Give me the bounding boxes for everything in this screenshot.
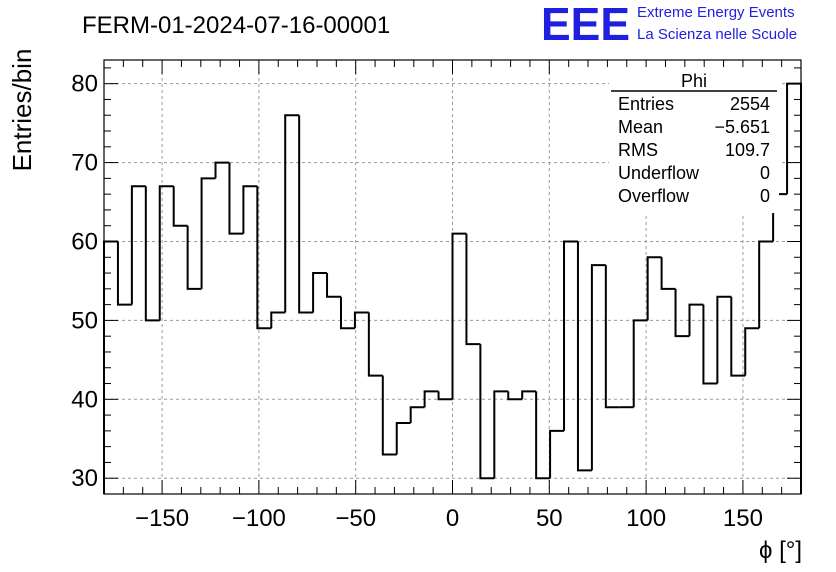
histogram-bin [312,272,328,313]
stats-value: 0 [760,163,770,183]
stats-value: −5.651 [714,117,770,137]
histogram-bin [563,240,578,431]
histogram-bin [381,375,397,456]
histogram-bin [103,240,118,494]
histogram-bin [409,406,425,423]
histogram-bin [604,265,620,409]
y-tick-label: 60 [71,228,98,255]
histogram-bin [339,296,355,330]
histogram-bin [284,114,300,313]
stats-label: Mean [618,117,663,137]
histogram-bin [298,115,314,314]
x-tick-label: −50 [335,505,376,532]
histogram-bin [256,186,272,330]
y-tick-label: 80 [71,71,98,98]
stats-label: Underflow [618,163,700,183]
histogram-bin [479,344,495,480]
y-tick-label: 70 [71,150,98,177]
histogram-bin [228,162,244,235]
eee-logo-icon: EEE [541,0,630,50]
histogram-bin [144,186,160,322]
y-tick-label: 50 [71,307,98,334]
x-tick-label: −100 [232,505,286,532]
histogram-bin [549,429,565,479]
x-tick-label: 50 [536,505,563,532]
histogram-bin [688,303,704,337]
histogram-bin [730,296,746,377]
axis-ticks [104,60,801,495]
stats-box: Phi Entries 2554 Mean −5.651 RMS 109.7 U… [609,67,779,213]
histogram-bin [576,241,592,472]
stats-value: 2554 [730,94,770,114]
histogram-bin [395,421,411,455]
histogram-bin [451,232,467,400]
histogram-bin [214,161,230,179]
x-tick-label: 150 [723,505,763,532]
histogram-bin [200,177,216,289]
histogram-bin [172,186,188,227]
logo-line-2: La Scienza nelle Scuole [637,26,797,43]
histogram-bin [186,225,202,290]
histogram-bin [590,264,606,471]
histogram-bin [535,391,551,480]
stats-label: RMS [618,140,658,160]
histogram-bin [270,311,286,329]
histogram-bin [744,327,760,376]
histogram-bin [507,391,523,401]
histogram-bin [242,185,258,234]
histogram-bin [116,241,132,306]
histogram-bin [660,257,676,290]
y-tick-label: 40 [71,386,98,413]
stats-label: Entries [618,94,674,114]
histogram-bin [674,288,690,338]
histogram-bin [632,319,648,408]
histogram-bin [326,273,341,298]
histogram-bin [716,295,732,384]
stats-value: 109.7 [725,140,770,160]
logo-line-1: Extreme Energy Events [637,4,795,21]
stats-title: Phi [681,71,707,91]
histogram-bin [130,185,146,305]
x-tick-label: 100 [626,505,666,532]
histogram-bin [702,304,718,385]
histogram-bin [758,240,774,329]
histogram-bin [423,390,439,408]
histogram-bin [521,390,537,400]
histogram-bins [103,82,802,494]
histogram-bin [493,390,509,479]
histogram-bin [367,312,383,377]
x-axis-label: ϕ [°] [759,537,802,564]
x-tick-label: 0 [446,505,459,532]
histogram-bin [158,185,174,321]
histogram-bin [786,82,802,494]
histogram-bin [437,391,453,401]
histogram-bin [465,233,481,346]
y-axis-label: Entries/bin [7,49,37,172]
run-title: FERM-01-2024-07-16-00001 [82,12,390,39]
histogram-bin [646,256,662,321]
stats-value: 0 [760,186,770,206]
histogram-bin [353,311,369,329]
x-tick-label: −150 [135,505,189,532]
stats-label: Overflow [618,186,690,206]
y-tick-label: 30 [71,465,98,492]
tick-labels: −150 −100 −50 0 50 100 150 30 40 50 60 70 80 [71,71,763,532]
